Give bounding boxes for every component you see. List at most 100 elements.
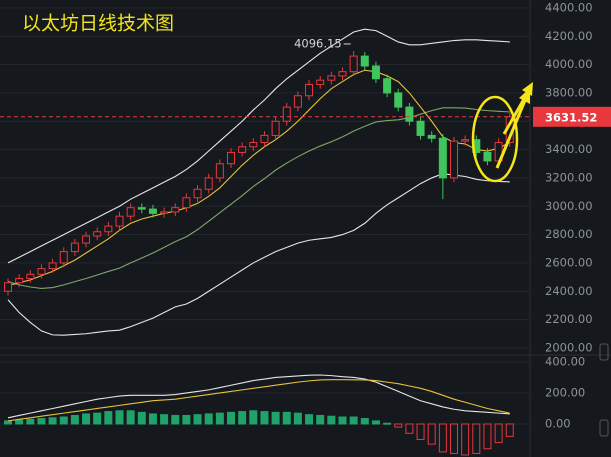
y-tick-label: 200.00	[545, 385, 585, 399]
macd-bar	[316, 414, 325, 425]
macd-line	[7, 379, 510, 422]
macd-bar	[327, 415, 336, 425]
macd-bar	[461, 423, 470, 456]
candle-body	[48, 262, 57, 270]
macd-bar	[416, 423, 425, 440]
macd-bar	[37, 418, 46, 425]
macd-bar	[349, 416, 358, 425]
macd-bar	[215, 412, 224, 425]
candle-body	[394, 92, 403, 108]
macd-bar	[227, 411, 235, 425]
macd-bar	[305, 414, 314, 425]
macd-bar	[293, 412, 302, 425]
y-tick-label: 3800.00	[545, 85, 593, 99]
macd-bar	[282, 411, 291, 425]
candle-body	[104, 225, 113, 233]
candle-body	[15, 278, 24, 284]
candle-body	[371, 65, 380, 80]
macd-bar	[338, 416, 347, 425]
macd-bar	[505, 423, 514, 437]
candle-body	[349, 55, 358, 73]
candle-body	[26, 273, 35, 280]
candle-body	[450, 140, 458, 179]
last-price-tag	[533, 106, 611, 127]
macd-bar	[70, 414, 79, 425]
macd-bar	[371, 420, 380, 425]
plot-area	[0, 7, 530, 456]
candle-body	[249, 142, 258, 148]
macd-bar	[360, 418, 369, 425]
y-tick-label: 2600.00	[545, 255, 593, 269]
y-tick-label: 3000.00	[545, 199, 593, 213]
candle-body	[416, 120, 425, 136]
last-price-label: 3631.52	[545, 110, 597, 124]
y-tick-label: 2800.00	[545, 227, 593, 241]
y-tick-label: 3400.00	[545, 142, 593, 156]
candle-body	[4, 282, 12, 292]
candle-body	[59, 251, 68, 264]
candle-body	[137, 207, 146, 210]
macd-bar	[249, 410, 258, 425]
macd-bar	[438, 423, 447, 453]
candle-body	[171, 207, 180, 213]
macd-bar	[82, 413, 91, 425]
macd-bar	[405, 423, 414, 434]
candle-body	[193, 188, 202, 199]
macd-bar	[48, 417, 57, 425]
y-tick-label: 4200.00	[545, 29, 593, 43]
candle-body	[126, 207, 135, 217]
arrow	[502, 91, 530, 135]
candle-body	[238, 146, 247, 153]
macd-bar	[472, 423, 481, 454]
candle-body	[483, 151, 492, 162]
arrow-head	[522, 82, 533, 96]
macd-bar	[238, 411, 247, 425]
candle-body	[148, 208, 157, 214]
y-tick-label: 0.00	[545, 416, 571, 430]
macd-bar	[160, 414, 169, 425]
macd-bar	[93, 412, 102, 425]
candle-body	[271, 120, 280, 136]
macd-bar	[182, 414, 191, 425]
macd-bar	[450, 423, 458, 454]
y-tick-label: 2200.00	[545, 312, 593, 326]
macd-bar	[483, 423, 492, 450]
macd-bar	[171, 414, 180, 425]
macd-bar	[4, 420, 12, 425]
high-label: 4096.15	[294, 36, 342, 50]
highlight-ellipse	[471, 95, 519, 183]
macd-bar	[383, 422, 392, 425]
macd-bar	[260, 411, 269, 425]
macd-bar	[271, 411, 280, 425]
candle-body	[427, 134, 436, 139]
candle-body	[360, 55, 369, 67]
macd-bar	[104, 411, 113, 425]
scroll-handle[interactable]	[599, 343, 609, 361]
candle-body	[37, 268, 46, 275]
candle-body	[438, 137, 447, 179]
scroll-handle[interactable]	[599, 419, 609, 437]
candle-body	[260, 134, 269, 144]
y-tick-label: 4400.00	[545, 0, 593, 14]
indicator-line	[7, 107, 510, 289]
candle-body	[316, 79, 325, 85]
y-tick-label: 2000.00	[545, 340, 593, 354]
candle-body	[461, 139, 470, 142]
indicator-line	[7, 173, 510, 336]
macd-bar	[15, 419, 24, 425]
macd-line	[7, 374, 510, 419]
candle-body	[383, 78, 392, 94]
macd-bar	[394, 423, 403, 428]
macd-bar	[494, 423, 503, 444]
candle-body	[293, 95, 302, 108]
candle-body	[327, 75, 336, 81]
chart-title: 以太坊日线技术图	[22, 13, 174, 35]
candle-body	[115, 215, 124, 227]
candle-body	[215, 163, 224, 179]
y-tick-label: 3200.00	[545, 170, 593, 184]
candle-body	[204, 177, 213, 190]
macd-bar	[193, 414, 202, 425]
y-tick-label: 400.00	[545, 354, 585, 368]
